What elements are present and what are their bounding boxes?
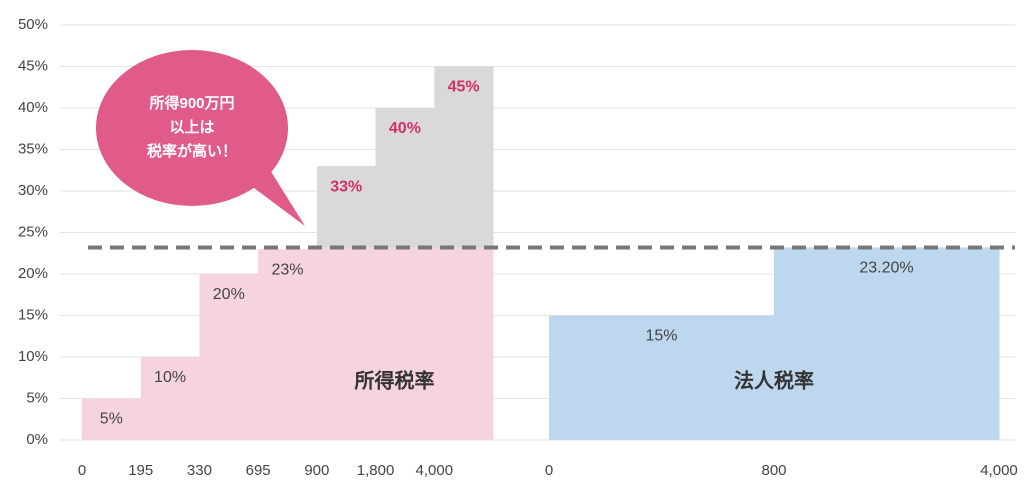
value-label: 23% — [271, 261, 303, 278]
step-bar — [434, 247, 494, 440]
y-tick-label: 20% — [18, 265, 48, 282]
value-label: 20% — [213, 286, 245, 303]
x-tick-label: 1,800 — [357, 462, 395, 479]
annotation-bubble — [96, 50, 305, 226]
step-bar — [82, 398, 142, 440]
step-bar — [258, 249, 318, 440]
step-bar-above — [375, 108, 435, 248]
value-label: 40% — [389, 120, 421, 137]
y-tick-label: 50% — [18, 16, 48, 33]
y-tick-label: 0% — [26, 431, 48, 448]
x-tick-label: 0 — [545, 462, 553, 479]
step-bar-above — [434, 66, 494, 248]
x-tick-label: 195 — [128, 462, 153, 479]
x-tick-label: 0 — [78, 462, 86, 479]
x-tick-label: 330 — [187, 462, 212, 479]
y-tick-label: 25% — [18, 223, 48, 240]
annotation-text: 以上は — [169, 119, 214, 136]
bubble-tail — [250, 170, 305, 226]
x-tick-label: 800 — [761, 462, 786, 479]
step-bar — [549, 315, 775, 440]
step-bar-above — [316, 166, 377, 248]
value-label: 5% — [100, 411, 123, 428]
y-tick-label: 40% — [18, 99, 48, 116]
bubble — [96, 50, 288, 206]
value-label: 23.20% — [859, 260, 913, 277]
value-label: 45% — [448, 79, 480, 96]
series-label: 所得税率 — [355, 368, 435, 392]
labels: 0% 5% 10% 15% 20% 25% 30% 35% 40% 45% 50% 5% 10% 20% 2… — [18, 16, 1018, 479]
y-tick-label: 30% — [18, 182, 48, 199]
x-tick-label: 4,000 — [416, 462, 454, 479]
step-bar — [140, 357, 200, 440]
y-tick-label: 35% — [18, 140, 48, 157]
y-tick-label: 15% — [18, 306, 48, 323]
annotation-text: 所得900万円 — [149, 94, 234, 112]
y-tick-label: 10% — [18, 348, 48, 365]
x-tick-label: 4,000 — [980, 462, 1018, 479]
series-label: 法人税率 — [734, 368, 814, 392]
value-label: 33% — [330, 178, 362, 195]
step-bar — [774, 247, 1000, 440]
y-tick-label: 5% — [26, 389, 48, 406]
value-label: 10% — [154, 369, 186, 386]
marks — [82, 66, 1000, 440]
step-bar — [316, 247, 377, 440]
step-bar — [199, 274, 259, 440]
x-tick-label: 900 — [304, 462, 329, 479]
y-tick-label: 45% — [18, 57, 48, 74]
value-label: 15% — [645, 328, 677, 345]
x-tick-label: 695 — [246, 462, 271, 479]
step-bar — [375, 247, 435, 440]
annotation-text: 税率が高い！ — [147, 142, 237, 160]
